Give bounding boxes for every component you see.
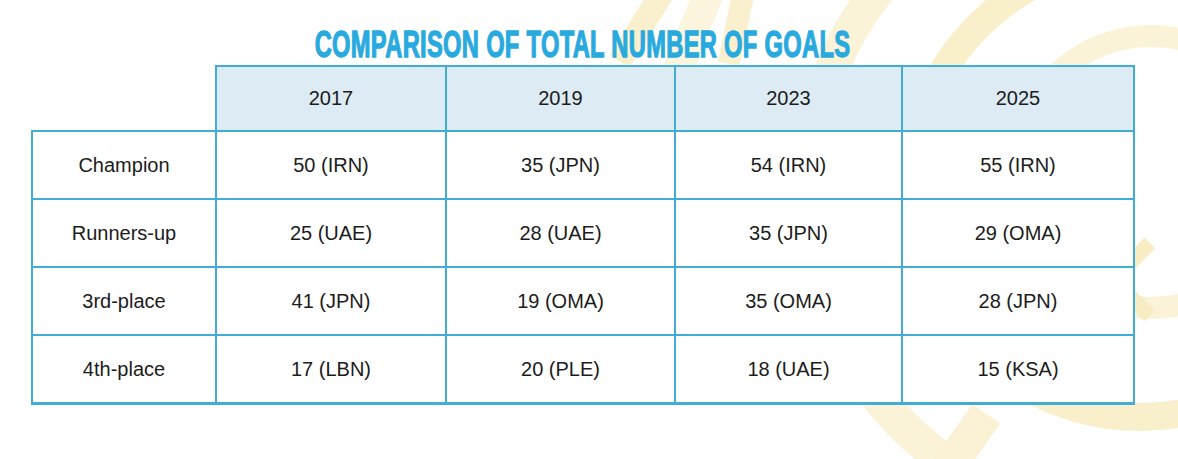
table-cell: 25 (UAE)	[216, 199, 446, 267]
table-cell: 50 (IRN)	[216, 131, 446, 199]
table: 2017 2019 2023 2025 Champion 50 (IRN) 35…	[31, 65, 1135, 405]
row-label-champion: Champion	[32, 131, 216, 199]
table-row: 4th-place 17 (LBN) 20 (PLE) 18 (UAE) 15 …	[32, 335, 1134, 404]
table-header-row: 2017 2019 2023 2025	[32, 66, 1134, 131]
table-cell: 35 (JPN)	[675, 199, 902, 267]
table-cell: 55 (IRN)	[902, 131, 1134, 199]
table-row: Runners-up 25 (UAE) 28 (UAE) 35 (JPN) 29…	[32, 199, 1134, 267]
table-row: Champion 50 (IRN) 35 (JPN) 54 (IRN) 55 (…	[32, 131, 1134, 199]
table-cell: 54 (IRN)	[675, 131, 902, 199]
row-label-4th-place: 4th-place	[32, 335, 216, 404]
goals-comparison-table: 2017 2019 2023 2025 Champion 50 (IRN) 35…	[31, 65, 1135, 405]
table-cell: 17 (LBN)	[216, 335, 446, 404]
table-cell: 28 (JPN)	[902, 267, 1134, 335]
column-header-2017: 2017	[216, 66, 446, 131]
table-cell: 15 (KSA)	[902, 335, 1134, 404]
table-cell: 35 (OMA)	[675, 267, 902, 335]
table-cell: 29 (OMA)	[902, 199, 1134, 267]
table-cell: 28 (UAE)	[446, 199, 675, 267]
page-title-text: COMPARISON OF TOTAL NUMBER OF GOALS	[314, 26, 850, 63]
column-header-2019: 2019	[446, 66, 675, 131]
table-cell: 41 (JPN)	[216, 267, 446, 335]
table-cell: 35 (JPN)	[446, 131, 675, 199]
row-label-3rd-place: 3rd-place	[32, 267, 216, 335]
column-header-2023: 2023	[675, 66, 902, 131]
page: COMPARISON OF TOTAL NUMBER OF GOALS 2017…	[0, 0, 1178, 459]
page-title: COMPARISON OF TOTAL NUMBER OF GOALS	[31, 26, 1133, 63]
table-corner-blank-cell	[32, 66, 216, 131]
row-label-runners-up: Runners-up	[32, 199, 216, 267]
table-row: 3rd-place 41 (JPN) 19 (OMA) 35 (OMA) 28 …	[32, 267, 1134, 335]
table-cell: 19 (OMA)	[446, 267, 675, 335]
column-header-2025: 2025	[902, 66, 1134, 131]
content-area: COMPARISON OF TOTAL NUMBER OF GOALS 2017…	[0, 0, 1178, 459]
table-cell: 20 (PLE)	[446, 335, 675, 404]
table-cell: 18 (UAE)	[675, 335, 902, 404]
